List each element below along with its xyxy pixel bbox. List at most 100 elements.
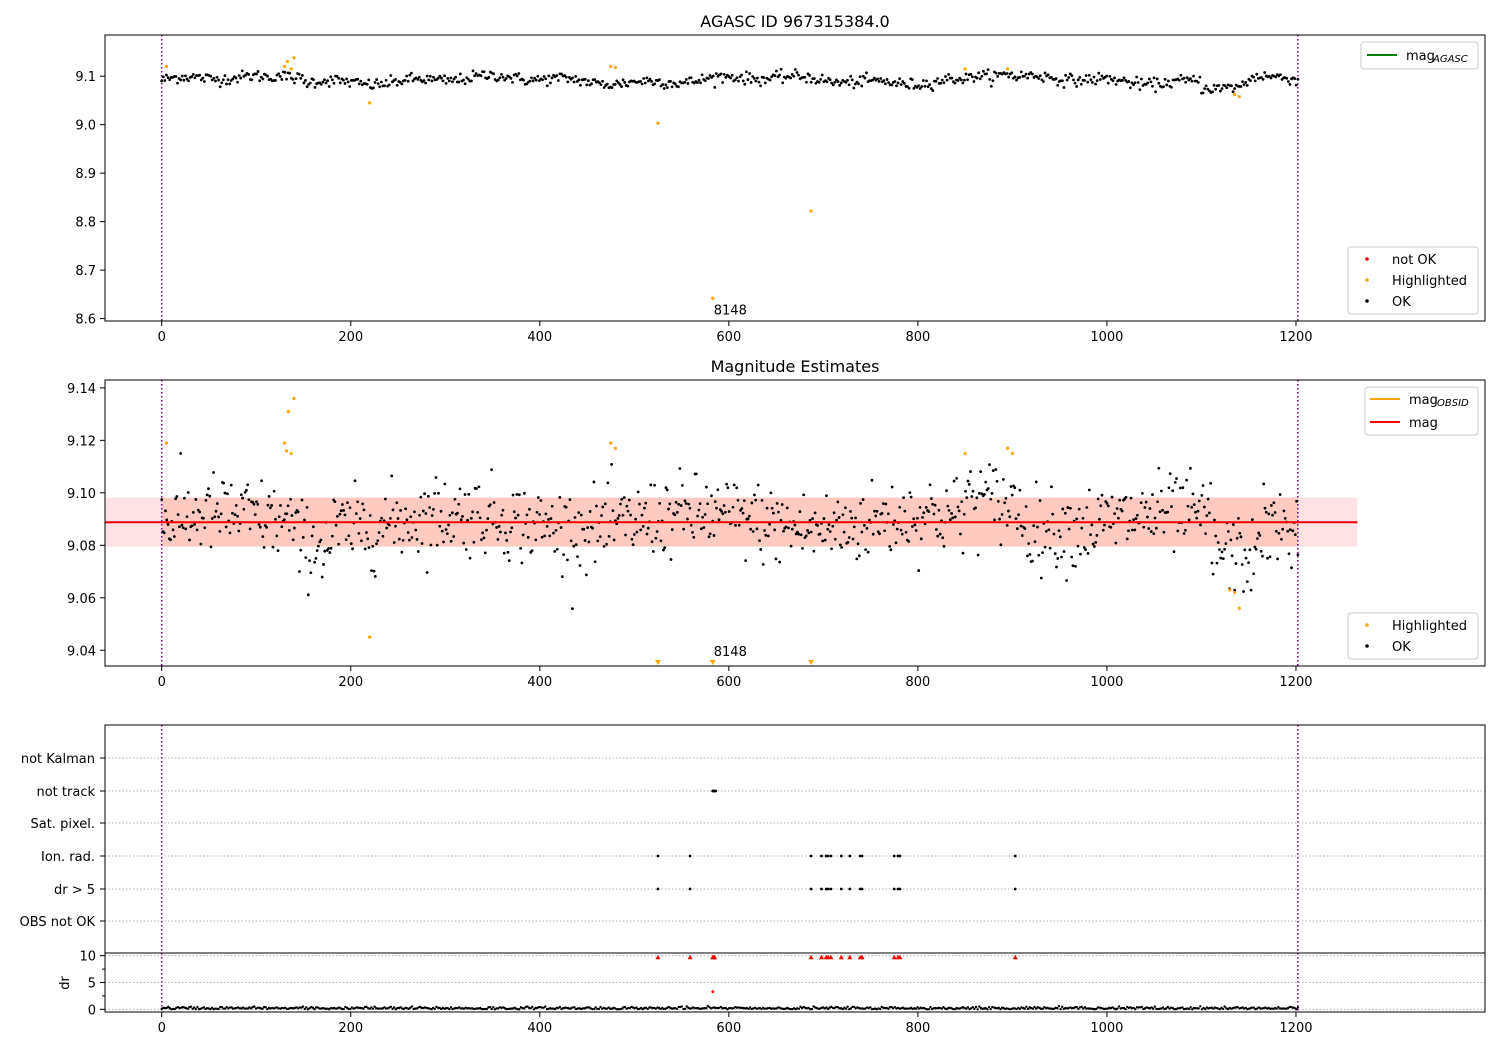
ok-point <box>528 507 531 511</box>
ok-point <box>193 523 196 526</box>
ok-point <box>799 533 803 537</box>
dr-over-limit-marker <box>847 954 853 960</box>
ok-point <box>939 81 943 85</box>
ok-point <box>1034 480 1038 484</box>
ok-point <box>392 541 396 544</box>
ok-point <box>299 548 303 552</box>
ok-point <box>530 549 534 553</box>
ok-point <box>784 76 788 80</box>
ok-point <box>1115 507 1119 510</box>
ok-point <box>165 73 168 77</box>
ok-point <box>1085 506 1089 509</box>
ok-point <box>751 75 755 78</box>
ok-point <box>640 513 644 517</box>
ok-point <box>356 500 359 504</box>
ok-point <box>762 76 766 79</box>
ok-point <box>334 523 338 527</box>
ok-point <box>1220 550 1224 554</box>
ok-point <box>180 74 184 78</box>
ok-point <box>602 544 606 548</box>
ok-point <box>1030 72 1034 76</box>
ok-point <box>1079 82 1083 86</box>
ok-point <box>890 485 894 489</box>
ok-point <box>816 524 820 527</box>
ok-point <box>933 503 937 507</box>
ok-point <box>1183 528 1187 532</box>
ok-point <box>1151 84 1154 88</box>
ok-point <box>779 518 783 522</box>
ok-point <box>507 559 511 563</box>
ok-point <box>886 512 890 516</box>
ok-point <box>1065 78 1069 82</box>
ok-point <box>1219 556 1223 560</box>
ok-point <box>1223 547 1226 551</box>
ok-point <box>1122 76 1126 80</box>
ok-point <box>611 509 615 513</box>
ok-point <box>427 78 431 82</box>
ok-point <box>950 512 953 515</box>
ok-point <box>555 74 559 77</box>
ok-point <box>1071 564 1075 568</box>
flag-point <box>656 854 660 858</box>
ok-point <box>251 500 255 504</box>
dr-point <box>1191 1008 1194 1011</box>
ok-point <box>430 79 434 83</box>
ok-point <box>1285 76 1289 80</box>
ok-point <box>373 81 377 84</box>
ok-point <box>534 78 538 82</box>
panel3-frame <box>104 724 1486 954</box>
ok-point <box>579 83 582 87</box>
flag-point <box>820 854 823 858</box>
ok-point <box>1177 78 1181 82</box>
ok-point <box>239 76 243 80</box>
ok-point <box>466 518 469 522</box>
ok-point <box>457 80 461 84</box>
dr-point <box>1189 1006 1192 1009</box>
ok-point <box>1001 478 1005 481</box>
ok-point <box>661 83 665 86</box>
dr-point <box>303 1007 306 1011</box>
ok-point <box>394 78 397 81</box>
dr-point <box>914 1007 918 1010</box>
ok-point <box>665 488 669 492</box>
y-tick-label: 10 <box>79 950 96 965</box>
ok-point <box>358 517 362 520</box>
ok-point <box>1114 83 1118 86</box>
ok-point <box>1009 485 1013 488</box>
dr-point <box>680 1005 684 1008</box>
ok-point <box>512 510 516 514</box>
ok-point <box>803 75 807 79</box>
ok-point <box>917 569 921 572</box>
ok-point <box>219 512 223 516</box>
ok-point <box>300 74 304 77</box>
legend-point-label: Highlighted <box>1392 274 1467 289</box>
highlighted-point <box>285 60 290 64</box>
ok-point <box>664 83 668 87</box>
ok-point <box>758 539 761 543</box>
ok-point <box>971 489 975 493</box>
ok-point <box>481 531 485 535</box>
ok-point <box>1031 559 1034 563</box>
ok-point <box>305 506 309 509</box>
dr-point <box>189 1005 193 1008</box>
ok-point <box>1154 526 1158 530</box>
ok-point <box>1261 554 1264 558</box>
ok-point <box>573 516 577 519</box>
ok-point <box>253 513 257 516</box>
ok-point <box>1256 537 1259 540</box>
ok-point <box>342 78 345 82</box>
dr-point <box>311 1006 315 1009</box>
ok-point <box>1286 529 1290 533</box>
ok-point <box>1118 498 1122 502</box>
dr-point <box>167 1005 170 1009</box>
legend-point-swatch <box>1365 299 1369 303</box>
legend-line-label: mag <box>1409 393 1438 408</box>
ok-point <box>895 84 898 88</box>
ok-point <box>1157 466 1161 470</box>
ok-point <box>160 79 164 83</box>
ok-point <box>602 86 606 89</box>
ok-point <box>677 502 680 506</box>
ok-point <box>1074 564 1077 568</box>
ok-point <box>1099 504 1103 508</box>
ok-point <box>673 82 677 86</box>
